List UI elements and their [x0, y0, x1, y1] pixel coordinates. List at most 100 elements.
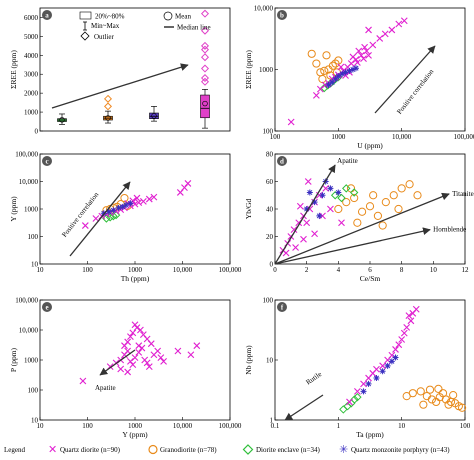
- data-point-circle: [353, 218, 362, 227]
- series-diorite-enclave: [330, 184, 359, 203]
- y-tick-label: 3000: [24, 71, 39, 79]
- plot-frame: [39, 7, 231, 132]
- data-point-x: [412, 305, 420, 313]
- series-quartz-monzonite-porphyry: [303, 178, 342, 219]
- data-point-star: [311, 199, 318, 206]
- data-point-circle: [449, 391, 458, 400]
- data-point-circle: [394, 204, 403, 214]
- data-point-x: [157, 354, 165, 362]
- mean-legend-swatch: [163, 11, 173, 21]
- data-point-x: [81, 222, 89, 229]
- x-tick-label: 10,000: [392, 133, 412, 141]
- trend-arrow: [51, 63, 189, 109]
- data-point-x: [187, 351, 195, 359]
- box-legend-label: 20%~80%: [95, 13, 125, 21]
- y-tick-label: 100: [28, 233, 39, 241]
- panel-badge-bg: [277, 10, 287, 20]
- data-point-x: [354, 387, 361, 395]
- data-point-x: [184, 180, 192, 187]
- y-axis-label: Y (ppm): [9, 196, 18, 222]
- whisker-legend-label: Min~Max: [91, 22, 120, 30]
- outlier-marker: [200, 45, 210, 54]
- panel-badge-bg: [277, 302, 287, 312]
- data-point-star: [392, 354, 399, 361]
- data-point-x: [124, 368, 132, 376]
- data-point-x: [363, 47, 371, 55]
- annotation-text: Apatite: [95, 384, 116, 392]
- series-quartz-monzonite-porphyry: [325, 65, 359, 88]
- trend-arrow: [99, 349, 136, 376]
- panel-badge-bg: [42, 302, 52, 312]
- data-point-star: [379, 368, 386, 375]
- data-point-circle: [320, 66, 329, 75]
- series-quartz-monzonite-porphyry: [100, 200, 134, 217]
- legend-label: Quartz monzonite porphyry (n=43): [351, 446, 450, 454]
- data-point-x: [145, 363, 153, 371]
- y-tick-label: 100: [263, 128, 274, 136]
- annotation-text: Positive correlation: [60, 190, 100, 238]
- data-point-x: [400, 17, 408, 25]
- data-point-x: [304, 178, 312, 185]
- panel-letter: d: [280, 158, 284, 166]
- panel-b: 100 1000 10,000 100,000 100 1000 10,000 U (ppm)…: [244, 5, 474, 151]
- data-point-x: [361, 43, 369, 51]
- data-point-circle: [318, 74, 327, 84]
- x-axis-label: Ce/Sm: [360, 274, 381, 283]
- x-tick-label: 0.1: [271, 422, 280, 430]
- data-point-circle: [322, 51, 331, 60]
- y-tick-label: 60: [266, 178, 274, 186]
- data-point-x: [137, 326, 144, 334]
- data-point-star: [105, 208, 112, 215]
- trend-arrow: [69, 181, 131, 257]
- panel-c: 10 100 1000 10,000 100,000 10 100 1000 10,000 100…: [9, 151, 242, 284]
- legend-label: Diorite enclave (n=34): [256, 446, 320, 454]
- x-tick-label: 1: [337, 422, 341, 430]
- y-tick-label: 5000: [24, 33, 39, 41]
- data-point-x: [282, 249, 290, 257]
- y-tick-label: 1000: [24, 109, 39, 117]
- data-point-circle: [427, 395, 436, 404]
- y-tick-label: 1000: [259, 66, 274, 74]
- data-point-star: [349, 66, 356, 73]
- y-tick-label: 10,000: [19, 327, 39, 335]
- outlier-legend-label: Outlier: [94, 33, 114, 41]
- legend-marker-diamond-icon: [242, 444, 254, 455]
- data-point-star: [110, 207, 117, 214]
- x-tick-label: 100: [82, 266, 93, 274]
- annotation-text: Positive correlation: [395, 67, 435, 115]
- plot-frame: [39, 153, 231, 265]
- data-point-x: [365, 51, 372, 59]
- panel-letter: e: [45, 304, 48, 312]
- data-point-diamond: [339, 405, 348, 414]
- data-point-circle: [419, 400, 428, 409]
- y-tick-label: 100,000: [15, 297, 38, 305]
- outlier-legend-swatch: [80, 31, 90, 41]
- x-tick-label: 100: [270, 133, 281, 141]
- data-point-x: [312, 91, 320, 99]
- data-point-circle: [381, 198, 390, 207]
- data-point-star: [123, 201, 130, 208]
- data-point-star: [325, 81, 332, 88]
- legend-title: Legend: [4, 446, 25, 454]
- data-point-x: [388, 26, 396, 34]
- series-quartz-monzonite-porphyry: [360, 354, 399, 395]
- x-tick-label: 12: [462, 266, 470, 274]
- mean-marker: [151, 113, 157, 119]
- box-legend: 20%~80%Min~Max Outlier Mean Median line: [79, 11, 211, 41]
- data-point-x: [131, 200, 139, 208]
- data-point-x: [328, 75, 336, 83]
- y-axis-label: Yb/Gd: [244, 199, 253, 220]
- data-point-x: [407, 317, 415, 325]
- legend-marker-x-icon: ✕: [48, 444, 57, 456]
- data-point-circle: [120, 193, 129, 203]
- panel-badge-bg: [42, 10, 52, 20]
- trend-arrow: [374, 45, 436, 114]
- x-axis-label: Y (ppm): [122, 430, 148, 439]
- data-point-circle: [307, 49, 316, 58]
- data-point-x: [127, 333, 134, 341]
- outlier-marker: [200, 77, 210, 86]
- series-quartz-diorite: [287, 17, 408, 126]
- data-point-x: [127, 357, 134, 365]
- series-granodiorite: [402, 384, 467, 412]
- data-point-x: [154, 347, 162, 355]
